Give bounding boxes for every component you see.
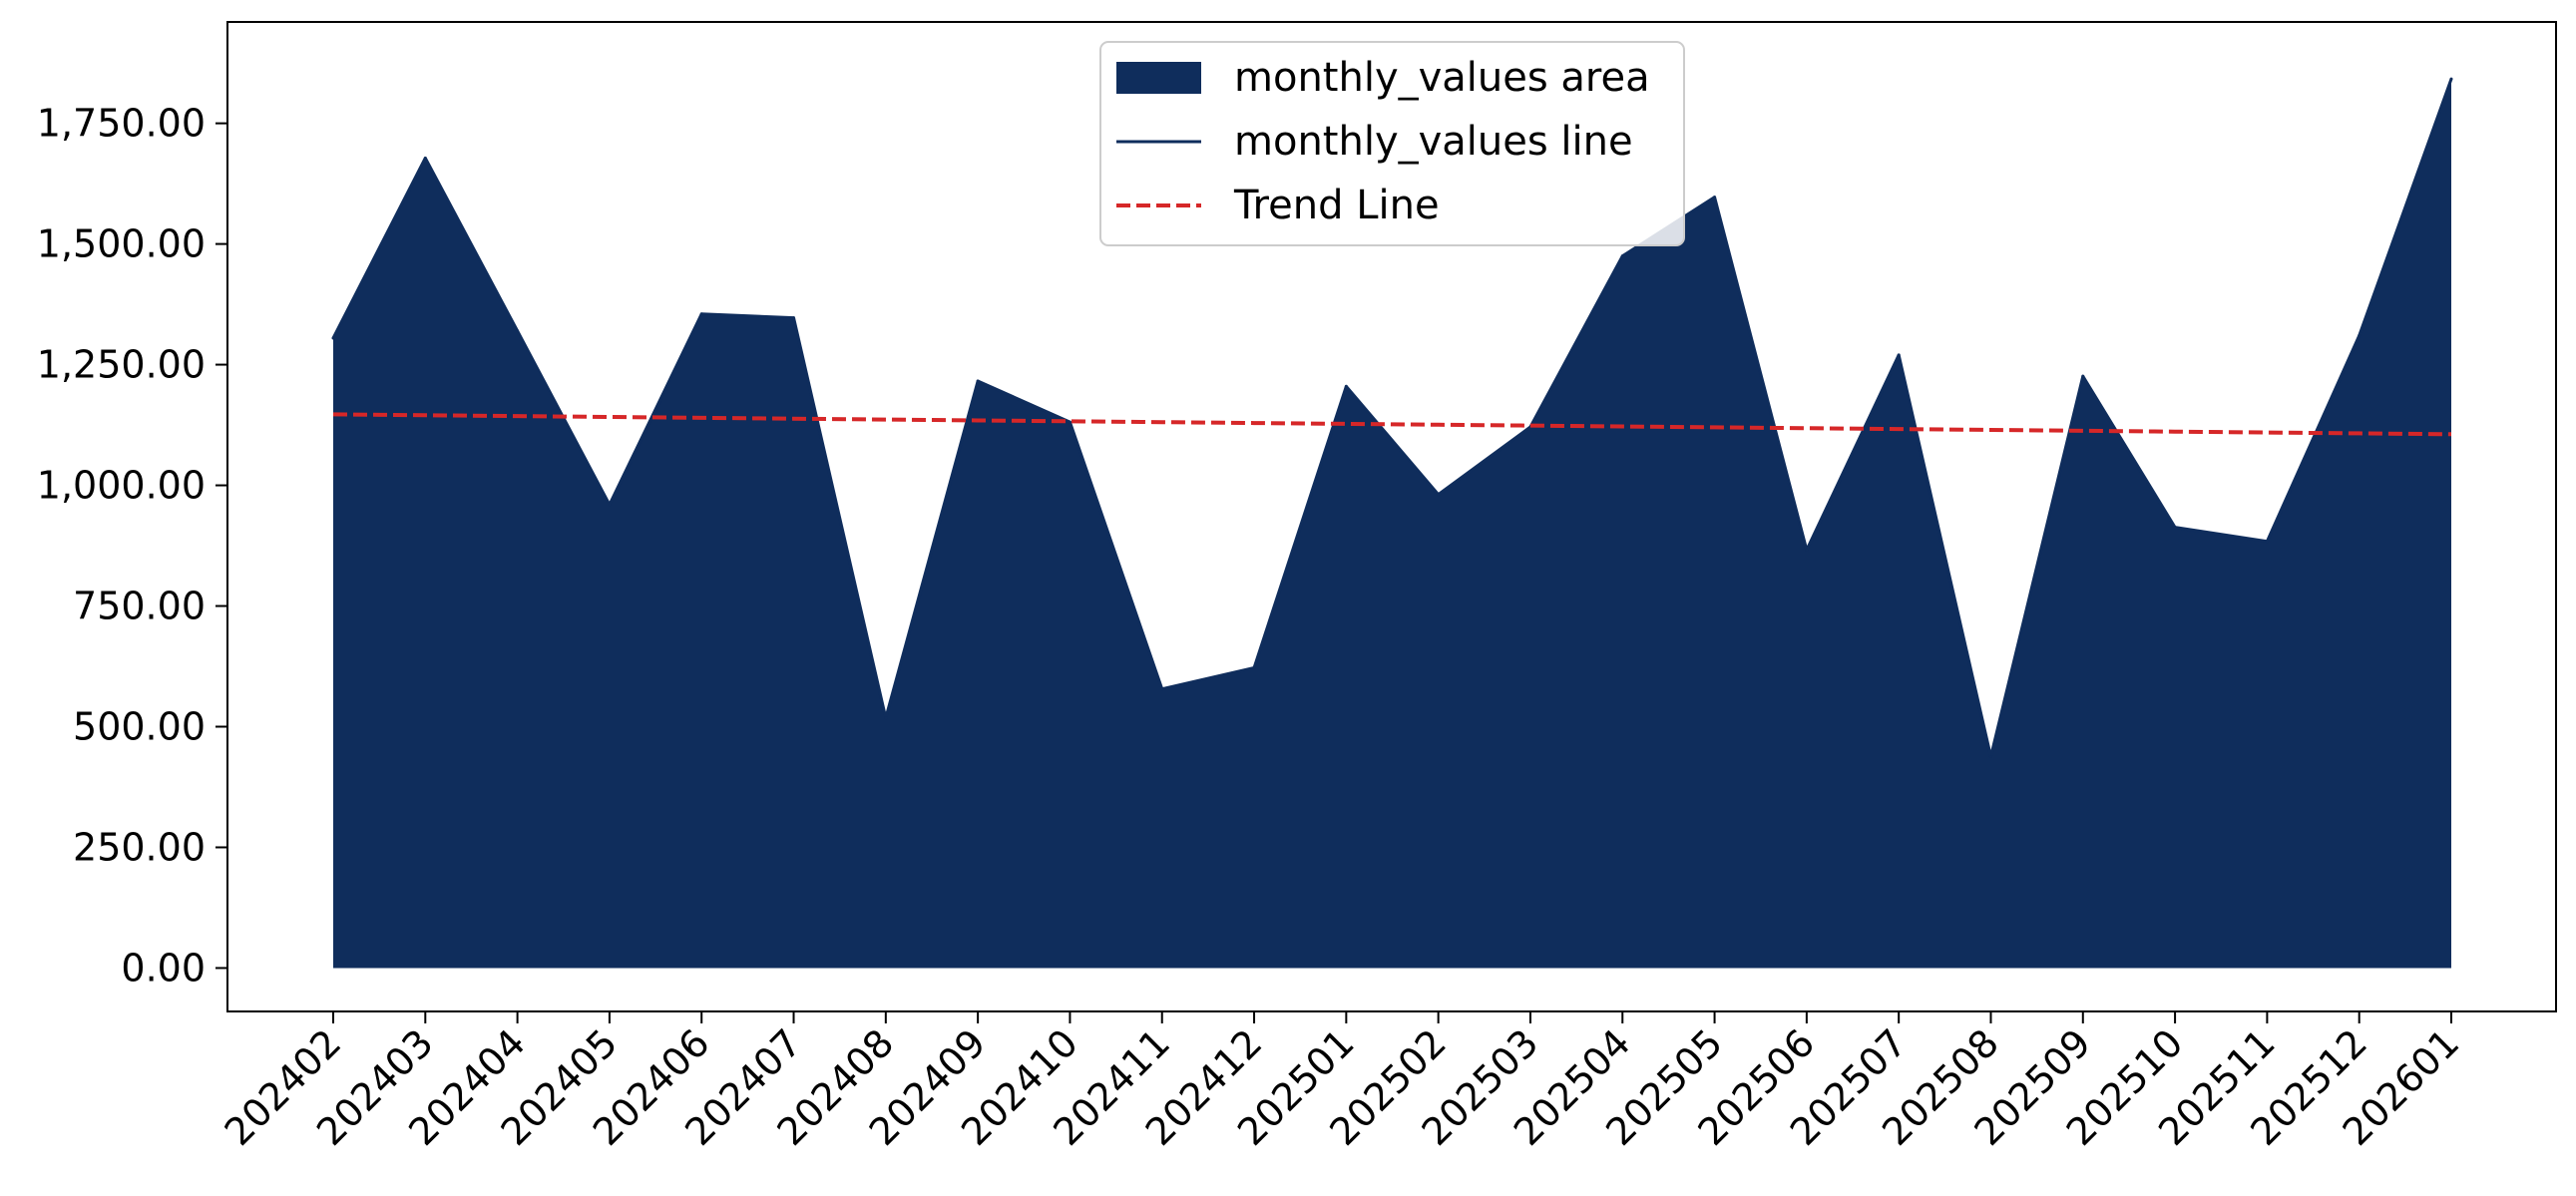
y-tick-label: 1,500.00	[37, 222, 206, 266]
trend-line	[332, 412, 2452, 437]
data-point	[331, 336, 335, 340]
data-point	[1160, 687, 1164, 691]
data-point	[1805, 548, 1809, 552]
data-point	[1897, 353, 1901, 357]
series-line	[331, 78, 2453, 758]
legend-label-line: monthly_values line	[1234, 119, 1633, 165]
y-tick-label: 1,250.00	[37, 343, 206, 387]
data-point	[884, 716, 888, 720]
data-point	[2358, 334, 2361, 338]
legend-label-trend: Trend Line	[1233, 183, 1440, 228]
data-point	[699, 312, 703, 316]
y-tick-label: 750.00	[73, 585, 206, 628]
data-point	[2081, 374, 2085, 378]
y-tick-label: 500.00	[73, 704, 206, 748]
data-point	[792, 316, 796, 320]
data-point	[608, 503, 612, 507]
y-axis: 0.00 250.00 500.00 750.00 1,000.00 1,250.00 1,…	[37, 102, 227, 990]
plot-marks	[331, 77, 2453, 969]
y-tick-label: 1,000.00	[37, 464, 206, 508]
data-point	[1068, 420, 1072, 424]
data-point	[423, 156, 427, 160]
y-tick-label: 250.00	[73, 825, 206, 869]
data-point	[516, 329, 520, 333]
legend-label-area: monthly_values area	[1234, 55, 1650, 101]
data-point	[1620, 254, 1624, 258]
data-point	[1988, 754, 1992, 758]
legend-box	[1099, 41, 1685, 246]
data-point	[2265, 540, 2269, 544]
data-point	[2449, 77, 2453, 81]
legend: monthly_values area monthly_values line …	[1099, 41, 1685, 246]
data-point	[1252, 665, 1256, 669]
y-tick-label: 1,750.00	[37, 102, 206, 146]
data-point	[2173, 526, 2177, 530]
legend-swatch-area	[1116, 62, 1201, 94]
data-point	[1437, 493, 1441, 497]
area-fill	[333, 79, 2451, 969]
data-point	[976, 379, 980, 383]
data-point	[1713, 196, 1717, 199]
plot-frame	[226, 21, 2557, 1012]
data-point	[1344, 384, 1348, 388]
y-tick-label: 0.00	[121, 946, 206, 990]
